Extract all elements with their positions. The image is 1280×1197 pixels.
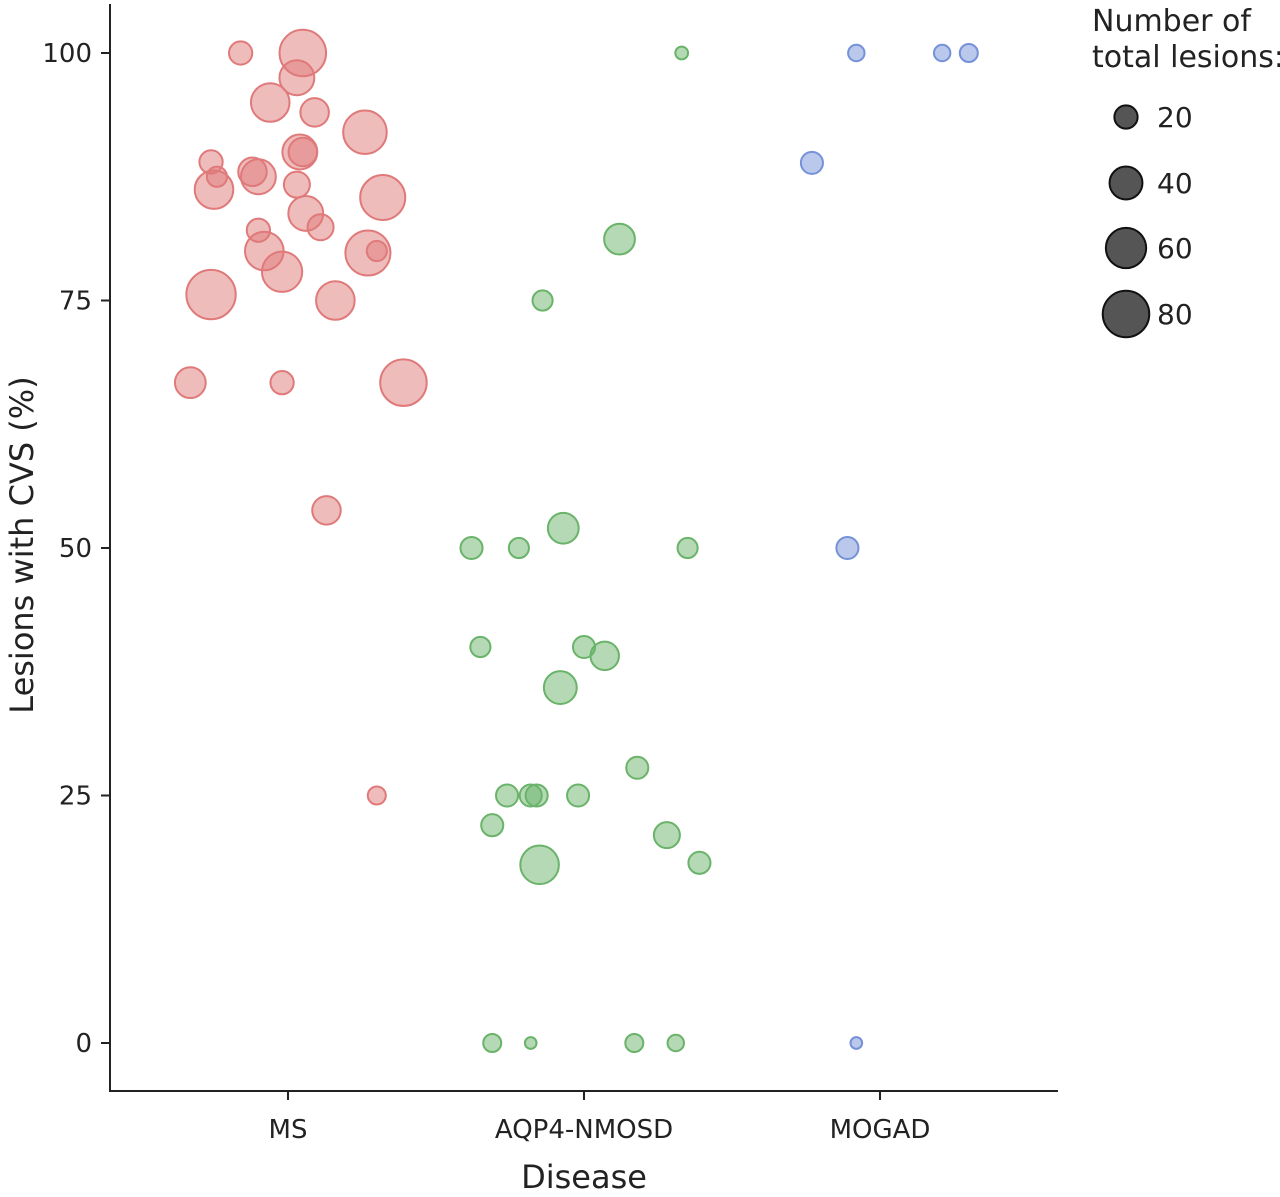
data-point [185, 268, 237, 321]
data-point [260, 250, 304, 293]
data-point [674, 45, 690, 61]
plot-points [173, 28, 979, 1054]
y-axis-title: Lesions with CVS (%) [3, 376, 41, 713]
data-point [287, 136, 319, 168]
data-point [546, 511, 580, 545]
legend-label: 60 [1157, 232, 1193, 265]
data-point [306, 213, 335, 242]
data-point [482, 1032, 503, 1054]
data-point [311, 495, 342, 526]
data-point [589, 640, 620, 672]
y-ticks: 0 25 50 75 100 [42, 39, 110, 1059]
y-tick-label: 100 [42, 39, 92, 69]
data-point [269, 370, 295, 396]
data-point [366, 785, 387, 806]
legend-bubble [1104, 226, 1148, 270]
data-point [624, 1032, 645, 1054]
legend-bubble [1113, 104, 1139, 130]
data-point [379, 358, 428, 407]
legend-label: 40 [1157, 167, 1193, 200]
data-point [542, 670, 578, 706]
data-point [835, 535, 860, 561]
data-point [625, 755, 650, 780]
data-point [666, 1033, 685, 1053]
legend-title-line-1: Number of [1092, 4, 1252, 39]
y-tick-label: 0 [75, 1029, 92, 1059]
data-point [676, 536, 699, 560]
data-point [531, 289, 554, 312]
data-point [687, 850, 712, 875]
legend: Number of total lesions: 20 40 60 80 [1092, 4, 1280, 339]
data-point [239, 158, 277, 196]
data-point [519, 844, 560, 886]
data-point [228, 40, 254, 66]
data-point [278, 59, 316, 97]
data-point [459, 535, 484, 561]
axes: 0 25 50 75 100 MS AQP4-NMOSD MOGAD Disease Les… [3, 4, 1058, 1196]
y-tick-label: 50 [59, 534, 92, 564]
data-point [282, 170, 311, 199]
data-point [342, 109, 388, 155]
data-point [469, 635, 492, 659]
x-tick-label: MOGAD [830, 1115, 931, 1145]
legend-entries: 20 40 60 80 [1101, 101, 1193, 339]
x-axis-title: Disease [521, 1158, 647, 1196]
data-point [359, 174, 407, 222]
data-point [480, 813, 505, 838]
x-tick-label: MS [269, 1115, 308, 1145]
data-point [566, 783, 591, 808]
y-tick-label: 75 [59, 287, 92, 317]
data-point [932, 43, 952, 63]
x-tick-label: AQP4-NMOSD [495, 1115, 673, 1145]
data-point [603, 222, 636, 256]
data-point [507, 536, 530, 560]
legend-label: 80 [1157, 298, 1193, 331]
x-ticks: MS AQP4-NMOSD MOGAD [269, 1091, 931, 1145]
data-point [523, 1036, 538, 1050]
y-tick-label: 25 [59, 782, 92, 812]
legend-bubble [1108, 165, 1144, 201]
data-point [849, 1036, 864, 1050]
data-point [365, 239, 388, 263]
data-point [847, 43, 866, 63]
data-point [799, 150, 824, 175]
data-point [958, 42, 979, 64]
data-point [249, 82, 291, 123]
data-point [315, 280, 356, 321]
legend-bubble [1101, 289, 1151, 339]
data-point [524, 783, 549, 808]
legend-title-line-2: total lesions: [1092, 40, 1280, 75]
data-point [495, 783, 520, 808]
data-point [193, 169, 235, 210]
legend-label: 20 [1157, 101, 1193, 134]
data-point [652, 821, 681, 850]
data-point [173, 366, 207, 400]
data-point [299, 97, 330, 128]
